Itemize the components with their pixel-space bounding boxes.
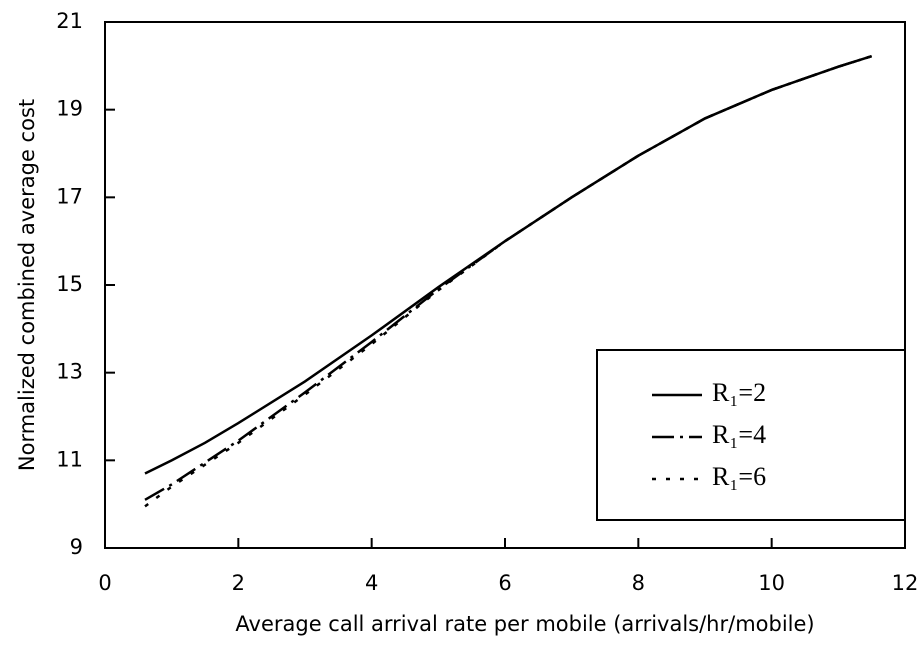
legend-label: R₁=6 [712, 462, 766, 491]
x-tick-label: 12 [892, 571, 919, 595]
y-tick-label: 11 [56, 447, 83, 471]
legend-label: R₁=4 [712, 420, 766, 449]
y-tick-label: 15 [56, 272, 83, 296]
y-tick-label: 17 [56, 184, 83, 208]
legend-box [596, 349, 906, 521]
series-line [144, 54, 873, 501]
x-tick-label: 0 [98, 571, 111, 595]
y-axis-label: Normalized combined average cost [15, 99, 39, 471]
x-tick-label: 4 [365, 571, 378, 595]
series-line [144, 54, 873, 508]
legend-label: R₁=2 [712, 378, 766, 407]
y-tick-label: 21 [56, 9, 83, 33]
x-axis-label: Average call arrival rate per mobile (ar… [235, 612, 814, 636]
y-tick-label: 9 [70, 535, 83, 559]
x-tick-label: 2 [232, 571, 245, 595]
y-tick-label: 19 [56, 97, 83, 121]
x-tick-label: 8 [632, 571, 645, 595]
y-tick-label: 13 [56, 360, 83, 384]
x-tick-label: 10 [758, 571, 785, 595]
x-tick-label: 6 [498, 571, 511, 595]
